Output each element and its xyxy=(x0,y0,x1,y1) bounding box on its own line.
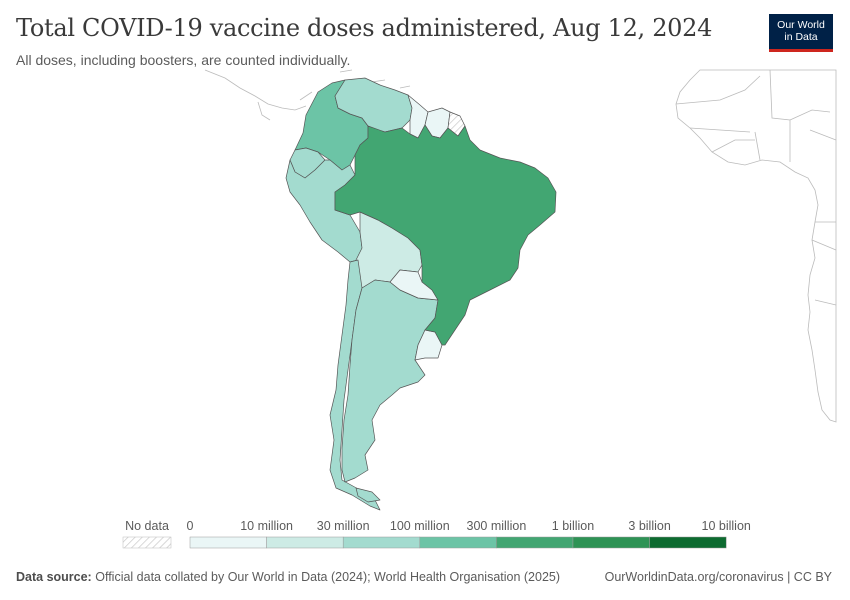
legend-swatch[interactable] xyxy=(342,536,421,549)
legend-tick-label: 1 billion xyxy=(552,519,594,533)
legend-tick-label: 0 xyxy=(187,519,194,533)
footer-link[interactable]: OurWorldinData.org/coronavirus | CC BY xyxy=(604,570,832,584)
legend-tick-label: 100 million xyxy=(390,519,450,533)
owid-logo[interactable]: Our World in Data xyxy=(769,14,833,52)
legend-swatch[interactable] xyxy=(419,536,497,549)
page-subtitle: All doses, including boosters, are count… xyxy=(16,52,351,68)
page-title: Total COVID-19 vaccine doses administere… xyxy=(16,14,713,42)
logo-line-2: in Data xyxy=(784,31,818,43)
africa-outline xyxy=(675,69,837,423)
logo-line-1: Our World xyxy=(777,19,825,31)
central-america-outline xyxy=(204,69,313,121)
legend-swatch[interactable] xyxy=(189,536,267,549)
africa-borders xyxy=(675,69,837,306)
choropleth-map: 0 10 million 30 million 100 million 300 mill… xyxy=(122,69,837,549)
footer-source-label: Data source: xyxy=(16,570,92,584)
legend-swatch[interactable] xyxy=(496,536,574,549)
country-brazil[interactable] xyxy=(334,124,557,346)
footer-source-text: Official data collated by Our World in D… xyxy=(95,570,561,584)
country-tierra-del-fuego[interactable] xyxy=(355,487,381,503)
legend-swatch[interactable] xyxy=(266,536,344,549)
legend-tick-label: 10 million xyxy=(240,519,293,533)
legend-swatch[interactable] xyxy=(572,536,650,549)
footer-source: Data source: Official data collated by O… xyxy=(16,570,560,584)
legend-no-data-swatch xyxy=(122,536,172,549)
legend-no-data-label: No data xyxy=(125,519,169,533)
legend-tick-label: 300 million xyxy=(467,519,527,533)
legend-tick-label: 30 million xyxy=(317,519,370,533)
legend: 0 10 million 30 million 100 million 300 mill… xyxy=(122,519,751,549)
country-argentina[interactable] xyxy=(341,279,439,483)
caribbean-islands-outline xyxy=(339,69,411,89)
legend-tick-label: 10 billion xyxy=(702,519,751,533)
legend-swatch[interactable] xyxy=(649,536,727,549)
legend-tick-label: 3 billion xyxy=(628,519,670,533)
